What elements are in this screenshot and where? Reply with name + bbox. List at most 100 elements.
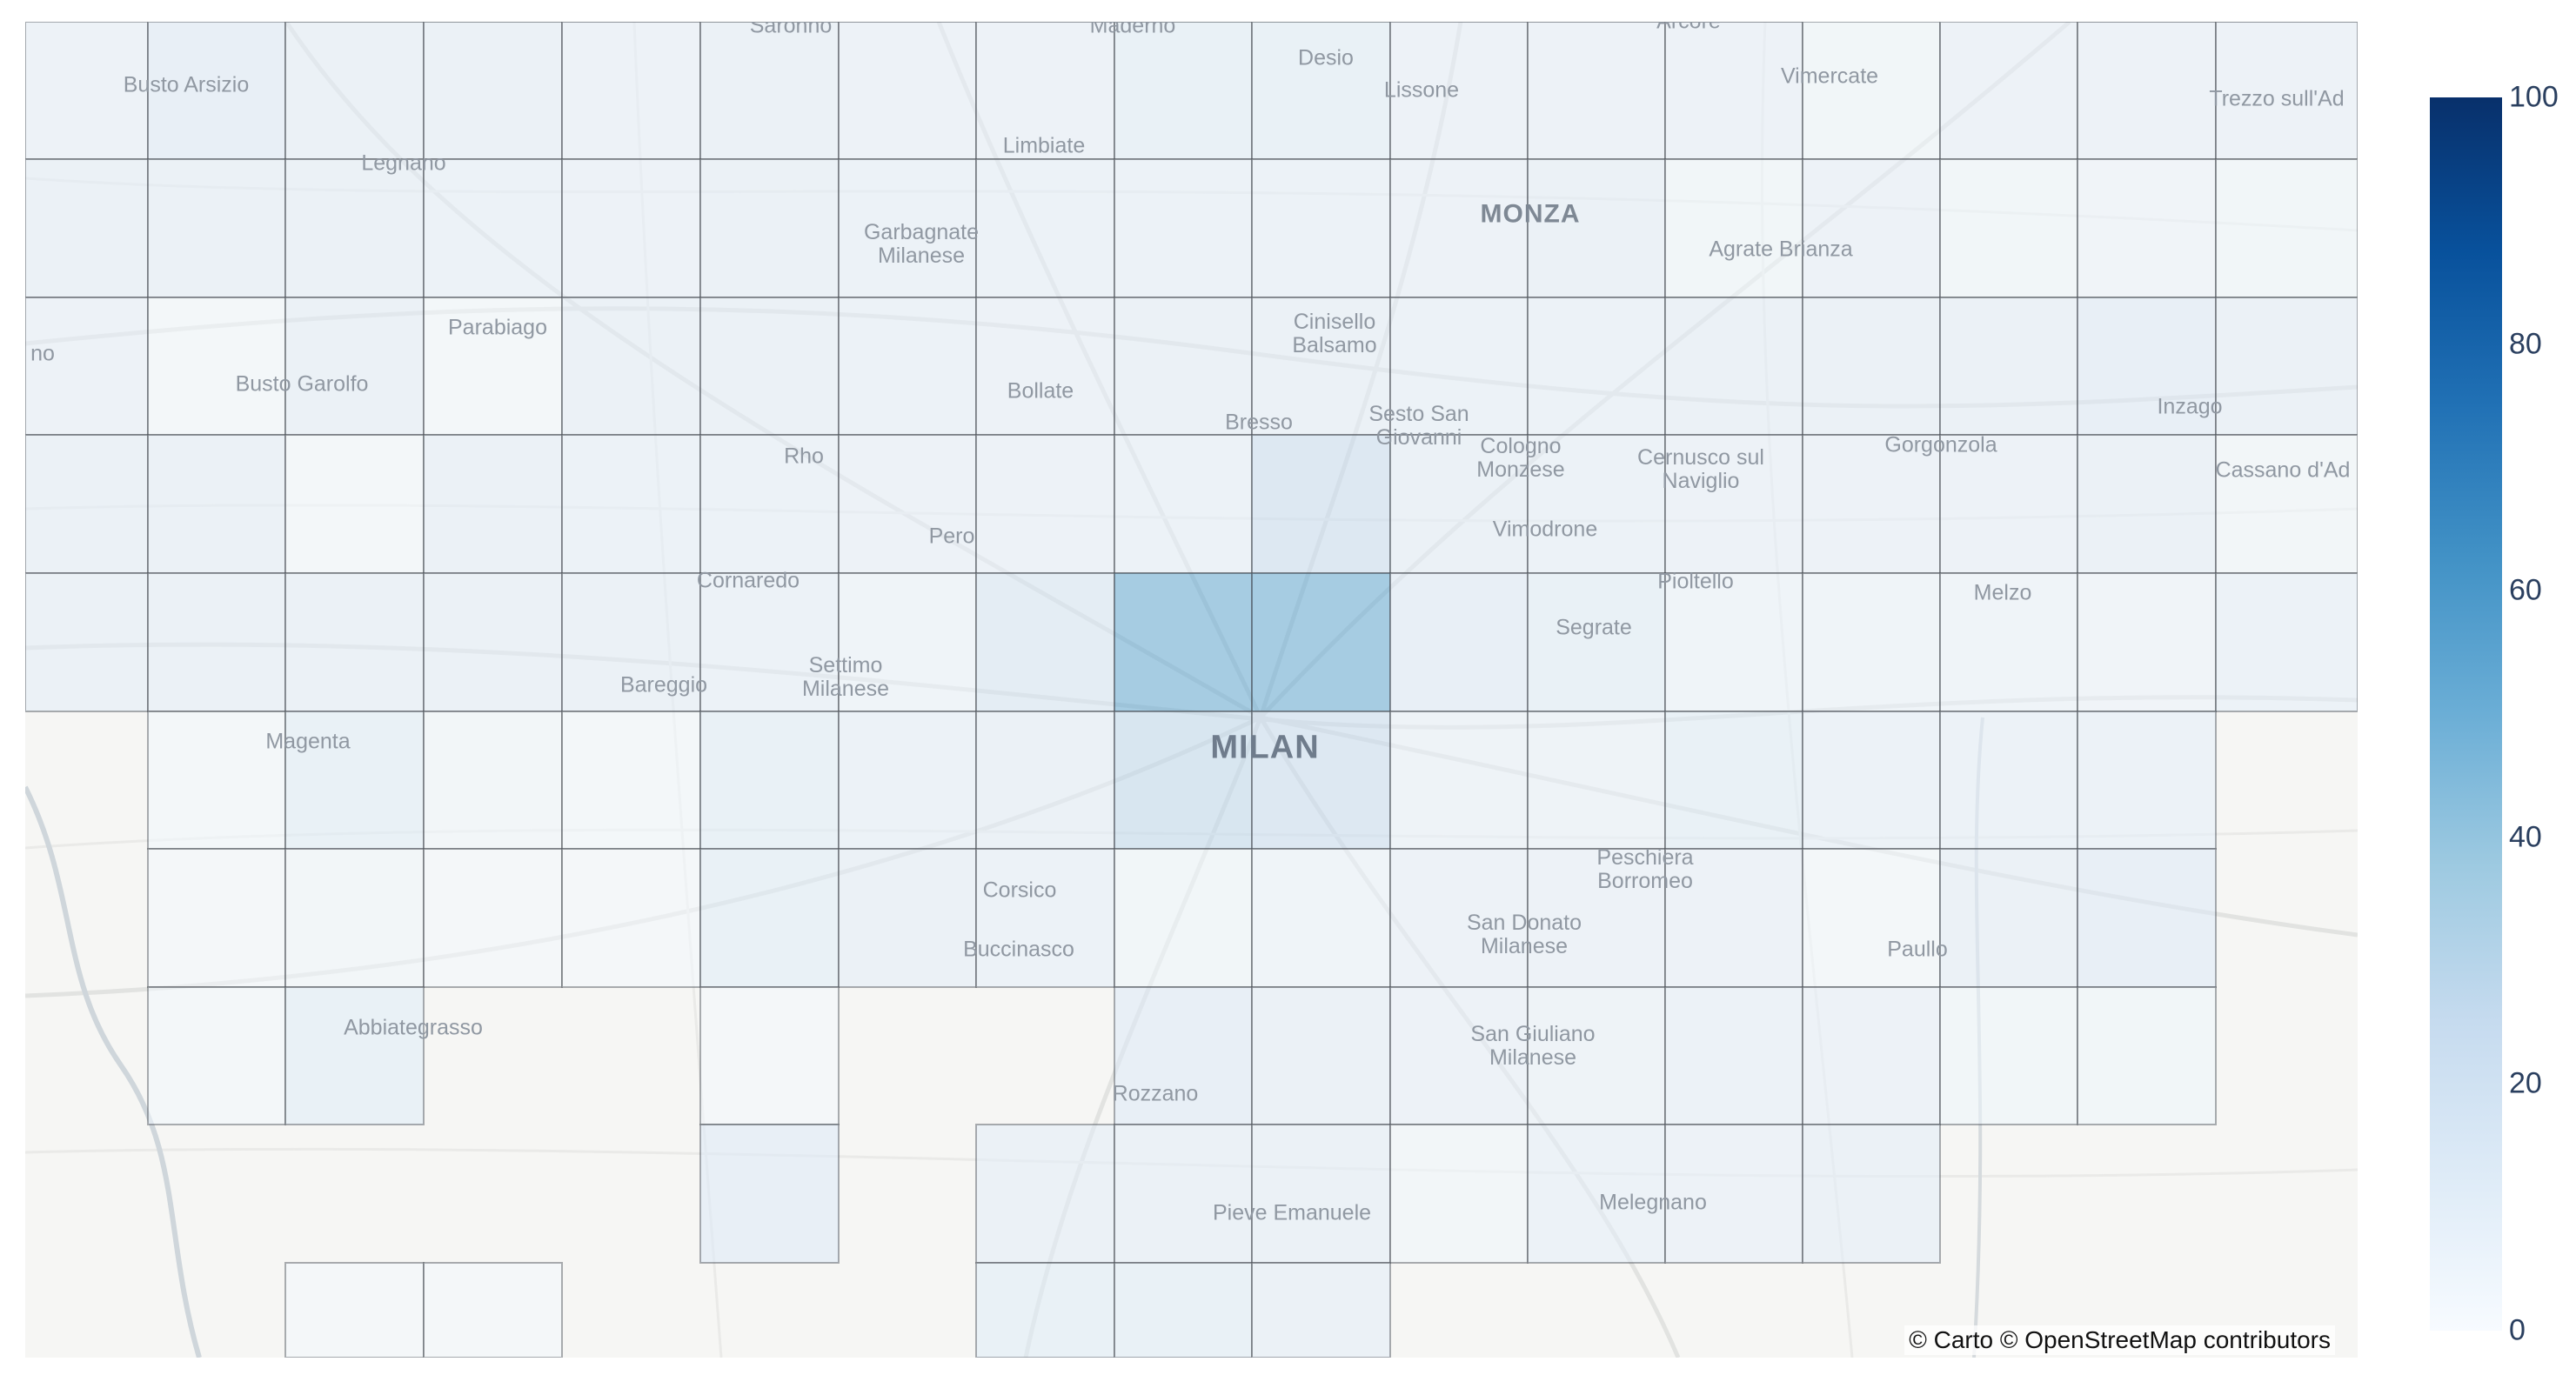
grid-cell[interactable] (1664, 986, 1803, 1125)
grid-cell[interactable] (25, 297, 149, 436)
grid-cell[interactable] (1389, 1124, 1529, 1264)
grid-cell[interactable] (423, 158, 563, 298)
grid-cell[interactable] (1114, 1124, 1253, 1264)
grid-cell[interactable] (1389, 297, 1529, 436)
grid-cell[interactable] (147, 572, 286, 712)
grid-cell[interactable] (2077, 711, 2217, 850)
grid-cell[interactable] (975, 297, 1115, 436)
grid-cell[interactable] (1114, 158, 1253, 298)
grid-cell[interactable] (1527, 434, 1666, 574)
grid-cell[interactable] (2077, 434, 2217, 574)
grid-cell[interactable] (1251, 572, 1391, 712)
grid-cell[interactable] (1114, 572, 1253, 712)
grid-cell[interactable] (423, 848, 563, 988)
grid-cell[interactable] (1802, 297, 1941, 436)
map-view[interactable]: Saronno Maderno Arcore Desio Lissone Vimercat… (25, 22, 2358, 1358)
grid-cell[interactable] (699, 848, 840, 988)
grid-cell[interactable] (561, 711, 701, 850)
grid-cell[interactable] (975, 711, 1115, 850)
grid-cell[interactable] (1664, 572, 1803, 712)
grid-cell[interactable] (838, 572, 977, 712)
grid-cell[interactable] (975, 1262, 1115, 1358)
grid-cell[interactable] (2077, 297, 2217, 436)
grid-cell[interactable] (1802, 711, 1941, 850)
grid-cell[interactable] (147, 22, 286, 160)
grid-cell[interactable] (147, 434, 286, 574)
grid-cell[interactable] (1939, 848, 2078, 988)
grid-cell[interactable] (1251, 986, 1391, 1125)
grid-cell[interactable] (699, 434, 840, 574)
grid-cell[interactable] (1664, 1124, 1803, 1264)
grid-cell[interactable] (2077, 22, 2217, 160)
grid-cell[interactable] (1114, 434, 1253, 574)
grid-cell[interactable] (284, 986, 425, 1125)
grid-cell[interactable] (975, 572, 1115, 712)
grid-cell[interactable] (838, 297, 977, 436)
grid-cell[interactable] (1114, 848, 1253, 988)
grid-cell[interactable] (699, 22, 840, 160)
grid-cell[interactable] (561, 158, 701, 298)
grid-cell[interactable] (25, 434, 149, 574)
grid-cell[interactable] (1802, 1124, 1941, 1264)
grid-cell[interactable] (838, 22, 977, 160)
grid-cell[interactable] (1664, 297, 1803, 436)
grid-cell[interactable] (423, 711, 563, 850)
grid-cell[interactable] (284, 434, 425, 574)
grid-cell[interactable] (1939, 986, 2078, 1125)
grid-cell[interactable] (2215, 434, 2358, 574)
grid-cell[interactable] (284, 711, 425, 850)
grid-cell[interactable] (1114, 22, 1253, 160)
grid-cell[interactable] (284, 1262, 425, 1358)
grid-cell[interactable] (1389, 572, 1529, 712)
grid-cell[interactable] (147, 711, 286, 850)
grid-cell[interactable] (423, 572, 563, 712)
grid-cell[interactable] (1527, 297, 1666, 436)
grid-cell[interactable] (1802, 848, 1941, 988)
grid-cell[interactable] (284, 22, 425, 160)
grid-cell[interactable] (1527, 572, 1666, 712)
grid-cell[interactable] (147, 158, 286, 298)
grid-cell[interactable] (561, 434, 701, 574)
grid-cell[interactable] (1251, 158, 1391, 298)
grid-cell[interactable] (1389, 711, 1529, 850)
grid-cell[interactable] (838, 711, 977, 850)
grid-cell[interactable] (1389, 158, 1529, 298)
grid-cell[interactable] (284, 158, 425, 298)
grid-cell[interactable] (975, 434, 1115, 574)
grid-cell[interactable] (1802, 572, 1941, 712)
grid-cell[interactable] (1664, 434, 1803, 574)
grid-cell[interactable] (1527, 22, 1666, 160)
grid-cell[interactable] (699, 572, 840, 712)
grid-cell[interactable] (1389, 434, 1529, 574)
grid-cell[interactable] (1389, 986, 1529, 1125)
grid-cell[interactable] (2215, 297, 2358, 436)
grid-cell[interactable] (699, 297, 840, 436)
grid-cell[interactable] (838, 434, 977, 574)
grid-cell[interactable] (1251, 848, 1391, 988)
grid-cell[interactable] (1114, 986, 1253, 1125)
grid-cell[interactable] (284, 848, 425, 988)
grid-cell[interactable] (423, 22, 563, 160)
grid-cell[interactable] (1251, 1262, 1391, 1358)
grid-cell[interactable] (2077, 158, 2217, 298)
grid-cell[interactable] (423, 434, 563, 574)
grid-cell[interactable] (975, 1124, 1115, 1264)
grid-cell[interactable] (699, 1124, 840, 1264)
grid-cell[interactable] (561, 848, 701, 988)
grid-cell[interactable] (1527, 848, 1666, 988)
grid-cell[interactable] (2077, 572, 2217, 712)
grid-cell[interactable] (1664, 22, 1803, 160)
grid-cell[interactable] (1802, 158, 1941, 298)
grid-cell[interactable] (1251, 434, 1391, 574)
grid-cell[interactable] (1527, 158, 1666, 298)
grid-cell[interactable] (147, 986, 286, 1125)
grid-cell[interactable] (699, 986, 840, 1125)
grid-cell[interactable] (1802, 22, 1941, 160)
grid-cell[interactable] (1114, 1262, 1253, 1358)
grid-cell[interactable] (147, 297, 286, 436)
grid-cell[interactable] (699, 158, 840, 298)
grid-cell[interactable] (561, 572, 701, 712)
grid-cell[interactable] (284, 297, 425, 436)
grid-cell[interactable] (423, 1262, 563, 1358)
grid-cell[interactable] (1527, 1124, 1666, 1264)
